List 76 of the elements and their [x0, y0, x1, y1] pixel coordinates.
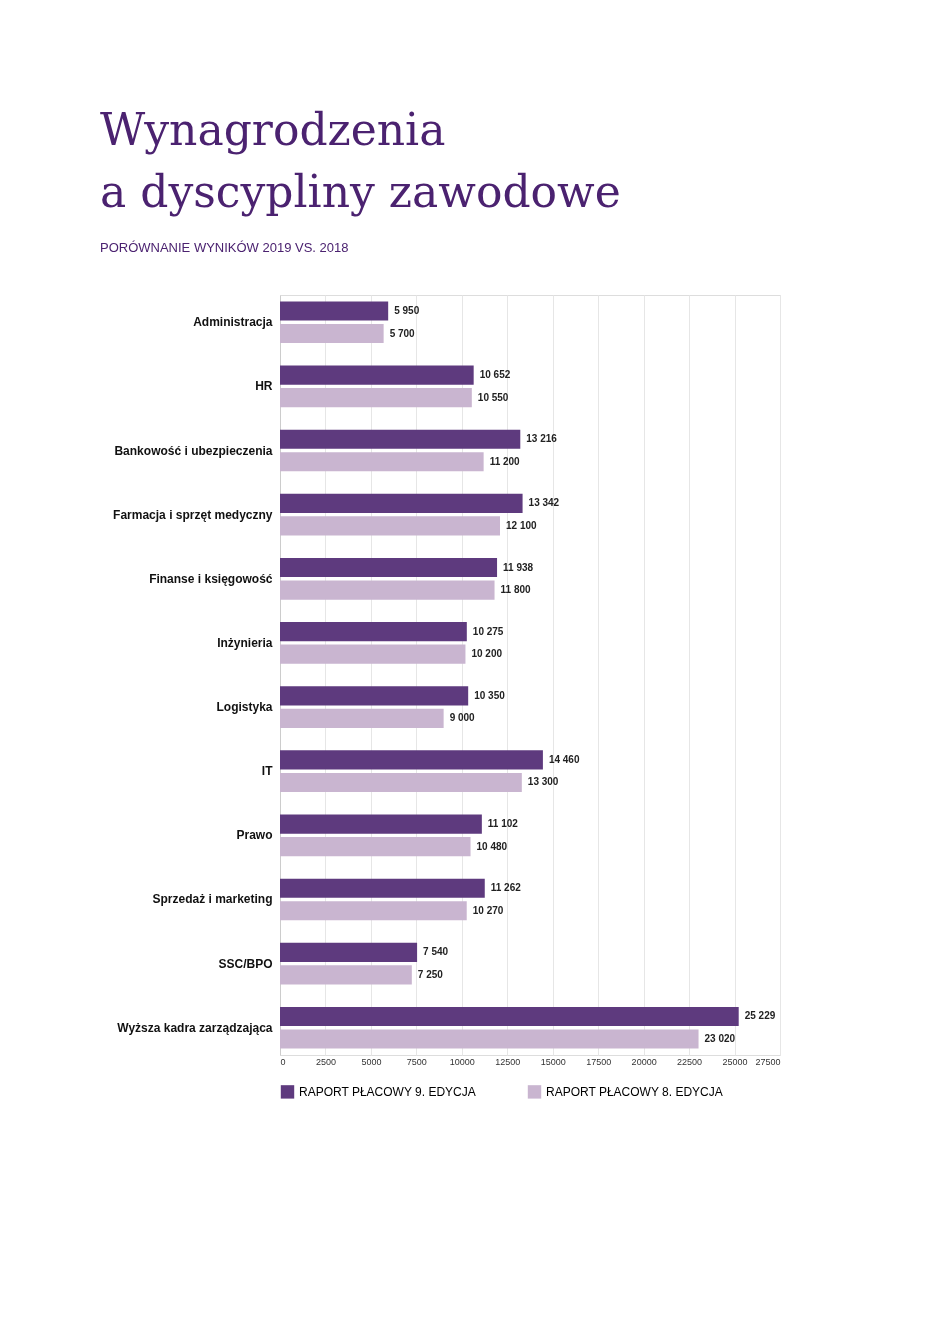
y-tick-label: Sprzedaż i marketing [152, 892, 273, 907]
data-label: 23 020 [704, 1033, 736, 1045]
x-tick-label: 27500 [755, 1056, 781, 1067]
bar [280, 429, 521, 449]
data-label: 14 460 [548, 753, 580, 765]
x-tick-label: 25000 [722, 1056, 748, 1067]
x-tick-label: 0 [280, 1056, 286, 1067]
data-label: 10 652 [479, 369, 511, 381]
y-tick-label: Inżynieria [217, 635, 273, 650]
y-tick-label: Logistyka [216, 700, 273, 715]
x-tick-label: 22500 [677, 1056, 703, 1067]
data-label: 5 700 [389, 327, 416, 339]
data-label: 7 250 [417, 968, 444, 980]
bar [280, 686, 469, 706]
bar [280, 1006, 739, 1027]
bar [280, 388, 472, 408]
data-label: 7 540 [423, 946, 449, 958]
bar [280, 301, 389, 321]
x-tick-label: 12500 [495, 1056, 521, 1067]
x-tick-label: 2500 [315, 1056, 336, 1067]
y-tick-label: Prawo [236, 828, 273, 843]
bar [280, 708, 444, 728]
bar [280, 452, 484, 472]
x-tick-label: 10000 [449, 1056, 475, 1067]
legend-label: RAPORT PŁACOWY 9. EDYCJA [299, 1084, 476, 1099]
data-label: 10 275 [472, 625, 504, 637]
data-label: 13 300 [527, 776, 559, 788]
y-tick-label: Bankowość i ubezpieczenia [114, 443, 273, 458]
y-tick-label: IT [261, 764, 274, 779]
data-label: 11 102 [487, 818, 519, 830]
data-label: 10 550 [477, 391, 509, 403]
data-label: 11 262 [490, 882, 522, 894]
x-tick-label: 7500 [406, 1056, 427, 1067]
data-label: 11 938 [503, 561, 534, 573]
x-tick-label: 17500 [586, 1056, 612, 1067]
bar [280, 750, 543, 770]
data-label: 10 270 [472, 904, 504, 916]
bar [280, 901, 467, 921]
bar [280, 493, 523, 513]
data-label: 10 350 [474, 689, 506, 701]
bar [280, 965, 412, 985]
bar [280, 365, 474, 385]
data-label: 9 000 [449, 712, 476, 724]
data-label: 13 342 [528, 497, 560, 509]
y-tick-label: Administracja [193, 315, 273, 330]
data-label: 5 950 [394, 304, 420, 316]
bar [280, 580, 495, 600]
bar [280, 622, 467, 642]
bar [280, 557, 498, 578]
bar [280, 323, 384, 344]
bar [280, 516, 500, 536]
y-tick-label: Finanse i księgowość [149, 571, 273, 586]
x-tick-label: 15000 [540, 1056, 566, 1067]
data-label: 12 100 [506, 519, 538, 531]
y-tick-label: SSC/BPO [218, 956, 273, 971]
bar [280, 1029, 699, 1049]
x-tick-label: 5000 [361, 1056, 382, 1067]
legend-label: RAPORT PŁACOWY 8. EDYCJA [546, 1084, 723, 1099]
x-tick-label: 20000 [631, 1056, 657, 1067]
bar [280, 942, 418, 962]
bar [280, 644, 466, 664]
y-tick-label: Wyższa kadra zarządzająca [117, 1020, 273, 1035]
data-label: 10 200 [471, 648, 503, 660]
chart-subtitle: PORÓWNANIE WYNIKÓW 2019 VS. 2018 [100, 240, 349, 255]
bar [280, 878, 485, 898]
data-label: 10 480 [476, 840, 508, 852]
bar [280, 837, 471, 857]
bar [280, 814, 482, 834]
bar [280, 772, 522, 793]
y-tick-label: Farmacja i sprzęt medyczny [113, 507, 273, 522]
data-label: 25 229 [744, 1010, 776, 1022]
data-label: 13 216 [526, 433, 558, 445]
chart-title: Wynagrodzenia a dyscypliny zawodowe [100, 104, 621, 217]
data-label: 11 800 [500, 584, 532, 596]
y-tick-label: HR [255, 379, 273, 394]
data-label: 11 200 [489, 455, 521, 467]
